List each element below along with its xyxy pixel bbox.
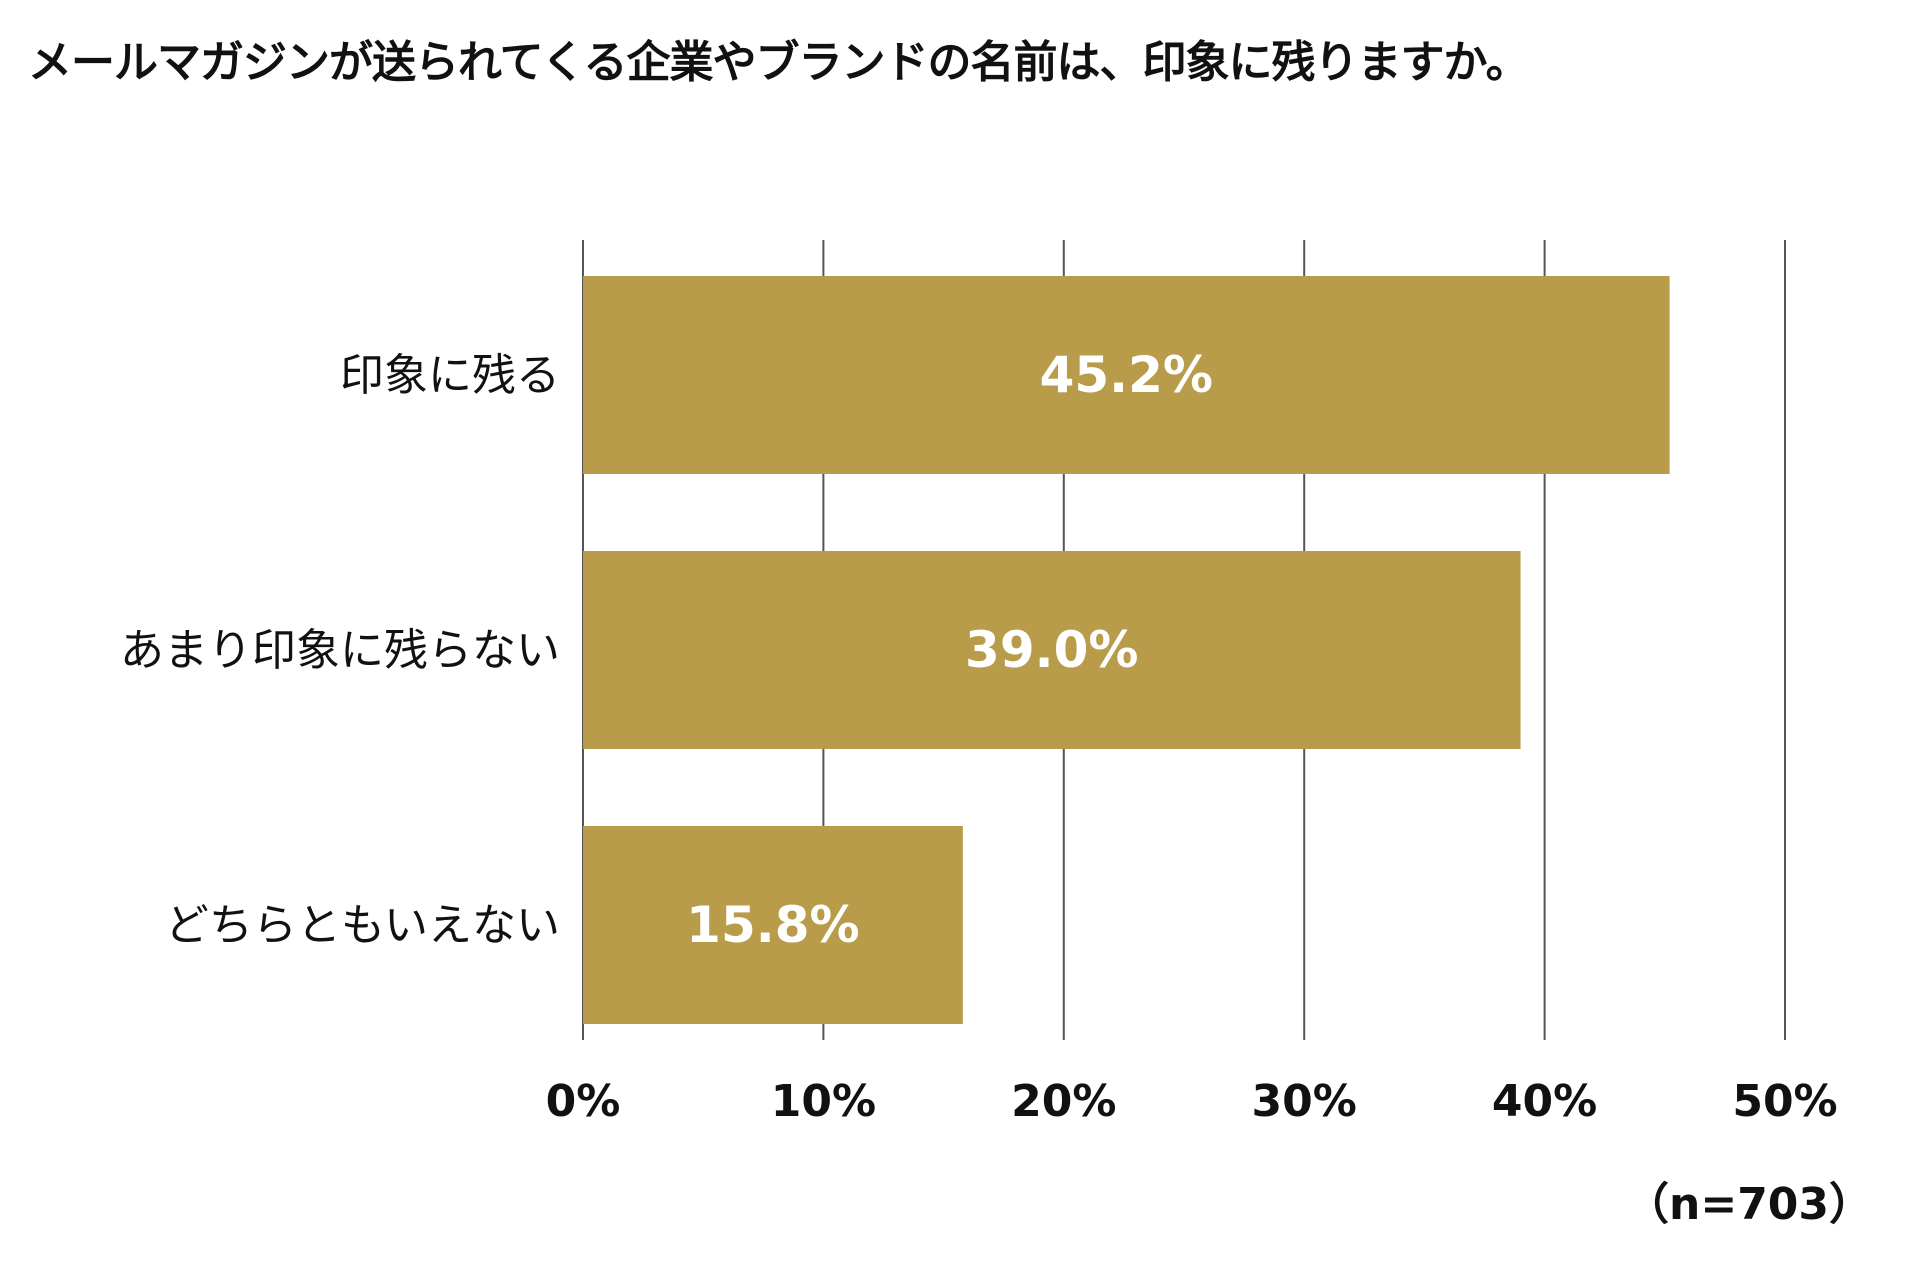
chart-title: メールマガジンが送られてくる企業やブランドの名前は、印象に残りますか。 (28, 37, 1530, 88)
category-label: あまり印象に残らない (120, 625, 560, 676)
x-tick-label: 20% (1011, 1076, 1116, 1127)
bar (583, 826, 963, 1024)
sample-size-note: （n=703） (1625, 1179, 1874, 1230)
x-tick-label: 40% (1492, 1076, 1597, 1127)
bar (583, 551, 1521, 749)
data-label: 15.8% (686, 896, 859, 954)
x-tick-label: 0% (546, 1076, 621, 1127)
x-tick-label: 10% (771, 1076, 876, 1127)
data-label: 39.0% (965, 621, 1138, 679)
data-label: 45.2% (1040, 346, 1213, 404)
x-tick-label: 50% (1732, 1076, 1837, 1127)
bar (583, 276, 1670, 474)
category-label: どちらともいえない (165, 900, 560, 951)
category-label: 印象に残る (340, 350, 560, 401)
x-tick-label: 30% (1252, 1076, 1357, 1127)
